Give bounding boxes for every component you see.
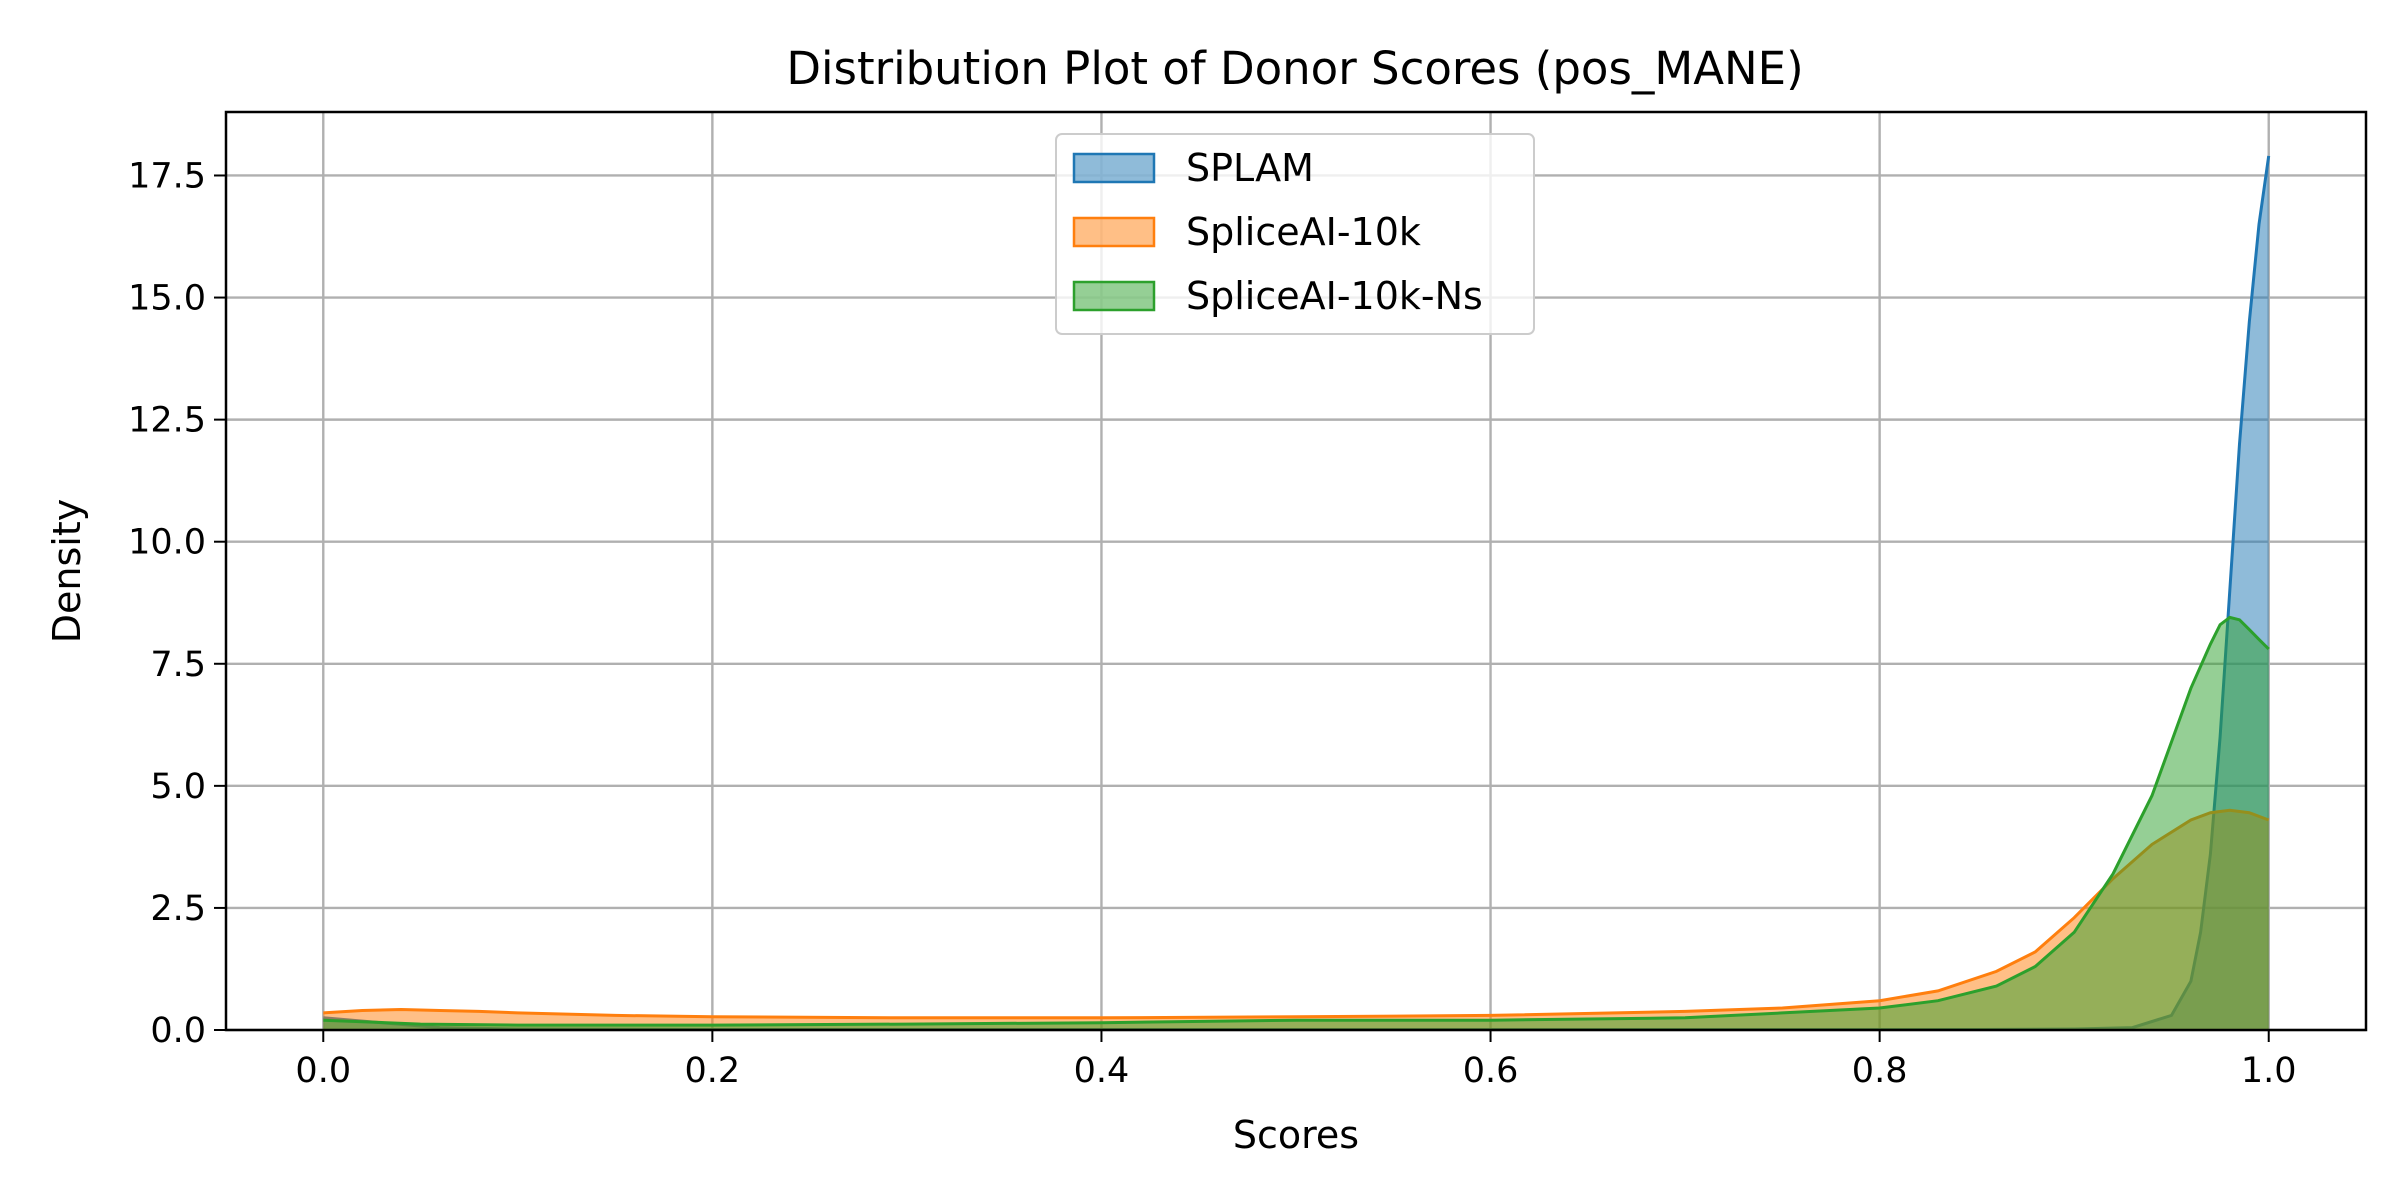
legend-box <box>1055 133 1535 335</box>
x-axis-ticks: 0.0 0.2 0.4 0.6 0.8 1.0 <box>295 1030 2297 1091</box>
y-axis-ticks: 0.0 2.5 5.0 7.5 10.0 12.5 15.0 17.5 <box>128 156 226 1051</box>
line-spliceai-10k-ns <box>323 615 2270 1027</box>
y-tick-label-3: 7.5 <box>150 645 206 685</box>
x-tick-label-3: 0.6 <box>1463 1051 1519 1091</box>
y-axis-label: Density <box>45 499 89 643</box>
x-tick-label-5: 1.0 <box>2241 1051 2297 1091</box>
y-tick-label-0: 0.0 <box>150 1011 206 1051</box>
y-tick-label-5: 12.5 <box>128 401 206 441</box>
x-tick-label-2: 0.4 <box>1074 1051 1130 1091</box>
x-tick-label-1: 0.2 <box>685 1051 741 1091</box>
x-tick-label-0: 0.0 <box>295 1051 351 1091</box>
legend-swatch-spliceai-10k <box>1072 216 1156 248</box>
plot-frame <box>224 110 2368 1032</box>
legend-label-spliceai-10k: SpliceAI-10k <box>1186 210 1421 254</box>
y-tick-label-7: 17.5 <box>128 156 206 196</box>
y-tick-label-2: 5.0 <box>150 767 206 807</box>
area-spliceai-10k-ns <box>323 617 2269 1030</box>
legend-label-splam: SPLAM <box>1186 146 1314 190</box>
x-tick-label-4: 0.8 <box>1852 1051 1908 1091</box>
legend-swatch-splam <box>1072 152 1156 184</box>
legend: SPLAM SpliceAI-10k SpliceAI-10k-Ns <box>1055 133 1535 335</box>
y-tick-label-4: 10.0 <box>128 523 206 563</box>
legend-label-spliceai-10k-ns: SpliceAI-10k-Ns <box>1186 274 1483 318</box>
x-axis-label: Scores <box>1233 1113 1359 1157</box>
y-tick-label-1: 2.5 <box>150 889 206 929</box>
legend-swatch-spliceai-10k-ns <box>1072 280 1156 312</box>
y-tick-label-6: 15.0 <box>128 279 206 319</box>
chart-title: Distribution Plot of Donor Scores (pos_M… <box>786 42 1803 95</box>
